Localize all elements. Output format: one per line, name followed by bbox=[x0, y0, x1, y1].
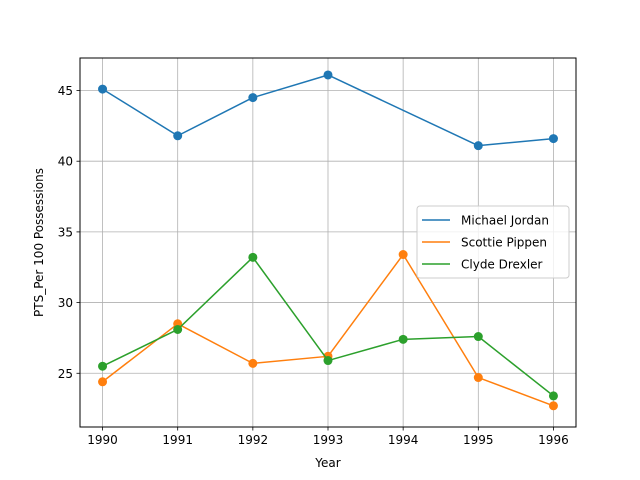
x-axis-label: Year bbox=[314, 456, 340, 470]
data-point bbox=[473, 332, 483, 342]
series-2 bbox=[98, 252, 558, 401]
y-tick-label: 30 bbox=[58, 296, 73, 310]
data-point bbox=[248, 358, 258, 368]
data-point bbox=[473, 141, 483, 151]
y-tick-label: 45 bbox=[58, 84, 73, 98]
data-point bbox=[323, 356, 333, 366]
legend-label: Clyde Drexler bbox=[461, 258, 543, 272]
x-tick-label: 1991 bbox=[162, 433, 193, 447]
data-point bbox=[98, 377, 108, 387]
y-tick-label: 40 bbox=[58, 155, 73, 169]
data-point bbox=[98, 361, 108, 371]
data-point bbox=[323, 70, 333, 80]
tick-layer: 1990 1991 1992 1993 1994 1995 1996 25 30 35 40 45 bbox=[58, 84, 569, 447]
y-tick-label: 25 bbox=[58, 367, 73, 381]
data-point bbox=[548, 401, 558, 411]
x-tick-label: 1996 bbox=[538, 433, 569, 447]
data-point bbox=[548, 391, 558, 401]
legend-box bbox=[416, 205, 570, 279]
data-point bbox=[248, 93, 258, 103]
data-point bbox=[398, 334, 408, 344]
data-point bbox=[173, 131, 183, 141]
data-point bbox=[548, 134, 558, 144]
legend: Michael Jordan Scottie Pippen Clyde Drexle… bbox=[416, 205, 570, 279]
x-tick-label: 1990 bbox=[87, 433, 118, 447]
series-layer bbox=[98, 70, 558, 411]
legend-label: Michael Jordan bbox=[461, 214, 549, 228]
data-point bbox=[473, 373, 483, 383]
x-tick-label: 1995 bbox=[463, 433, 494, 447]
series-line bbox=[102, 74, 554, 147]
data-point bbox=[173, 324, 183, 334]
legend-label: Scottie Pippen bbox=[461, 236, 547, 250]
y-axis-label: PTS_Per 100 Possessions bbox=[32, 168, 46, 317]
data-point bbox=[398, 250, 408, 260]
x-tick-label: 1993 bbox=[313, 433, 344, 447]
data-point bbox=[248, 252, 258, 262]
x-tick-label: 1994 bbox=[388, 433, 419, 447]
data-point bbox=[98, 84, 108, 94]
x-tick-label: 1992 bbox=[238, 433, 269, 447]
series-0 bbox=[98, 70, 558, 151]
y-tick-label: 35 bbox=[58, 225, 73, 239]
